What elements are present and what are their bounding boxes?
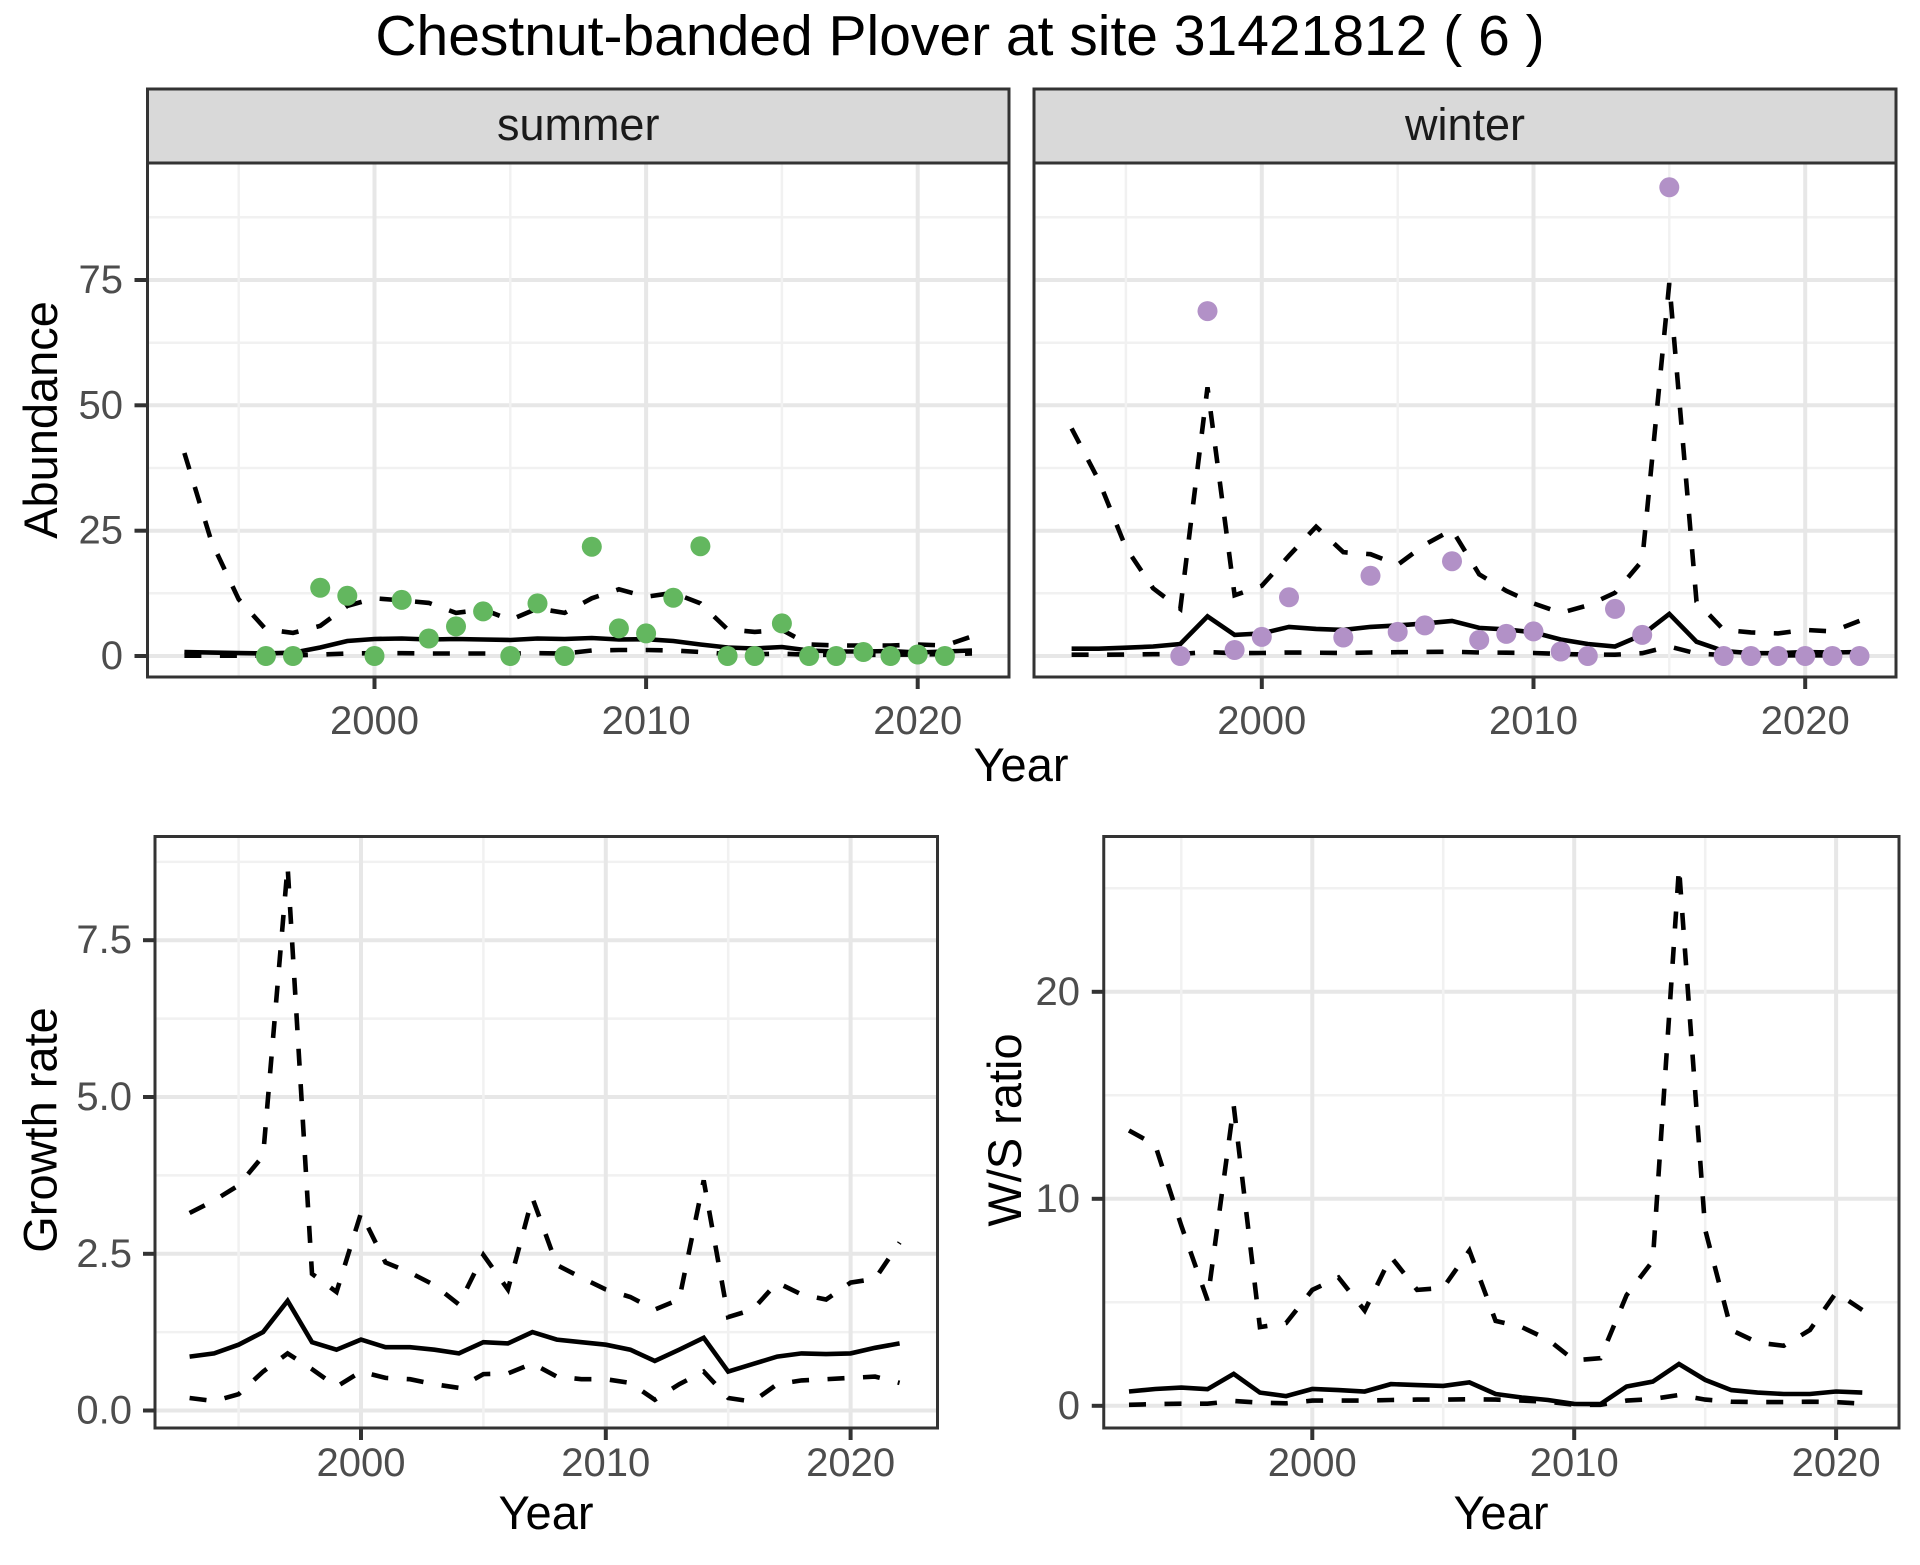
svg-text:10: 10 bbox=[1036, 1177, 1081, 1221]
svg-text:2020: 2020 bbox=[806, 1441, 895, 1485]
svg-text:5.0: 5.0 bbox=[76, 1075, 132, 1119]
svg-text:Year: Year bbox=[499, 1486, 594, 1539]
svg-text:2000: 2000 bbox=[317, 1441, 406, 1485]
svg-text:0.0: 0.0 bbox=[76, 1389, 132, 1433]
svg-text:2010: 2010 bbox=[1489, 699, 1578, 743]
svg-text:Abundance: Abundance bbox=[14, 301, 67, 539]
svg-text:2000: 2000 bbox=[330, 699, 419, 743]
svg-text:Year: Year bbox=[974, 738, 1069, 791]
svg-text:7.5: 7.5 bbox=[76, 918, 132, 962]
svg-text:50: 50 bbox=[79, 383, 124, 427]
svg-text:Year: Year bbox=[1454, 1486, 1549, 1539]
svg-text:2010: 2010 bbox=[561, 1441, 650, 1485]
svg-text:25: 25 bbox=[79, 509, 124, 553]
svg-text:W/S ratio: W/S ratio bbox=[978, 1033, 1031, 1226]
svg-text:2000: 2000 bbox=[1217, 699, 1306, 743]
svg-text:winter: winter bbox=[1404, 99, 1525, 150]
svg-text:20: 20 bbox=[1036, 970, 1081, 1014]
svg-text:Growth rate: Growth rate bbox=[14, 1007, 67, 1253]
svg-text:Chestnut-banded Plover at site: Chestnut-banded Plover at site 31421812 … bbox=[375, 4, 1544, 68]
svg-text:summer: summer bbox=[497, 99, 660, 150]
svg-text:0: 0 bbox=[101, 634, 123, 678]
svg-text:75: 75 bbox=[79, 258, 124, 302]
svg-text:2010: 2010 bbox=[1530, 1441, 1619, 1485]
svg-text:2020: 2020 bbox=[1761, 699, 1850, 743]
svg-text:2020: 2020 bbox=[873, 699, 962, 743]
svg-text:2000: 2000 bbox=[1268, 1441, 1357, 1485]
svg-text:2020: 2020 bbox=[1792, 1441, 1881, 1485]
svg-text:2010: 2010 bbox=[602, 699, 691, 743]
svg-text:0: 0 bbox=[1058, 1384, 1080, 1428]
svg-text:2.5: 2.5 bbox=[76, 1232, 132, 1276]
